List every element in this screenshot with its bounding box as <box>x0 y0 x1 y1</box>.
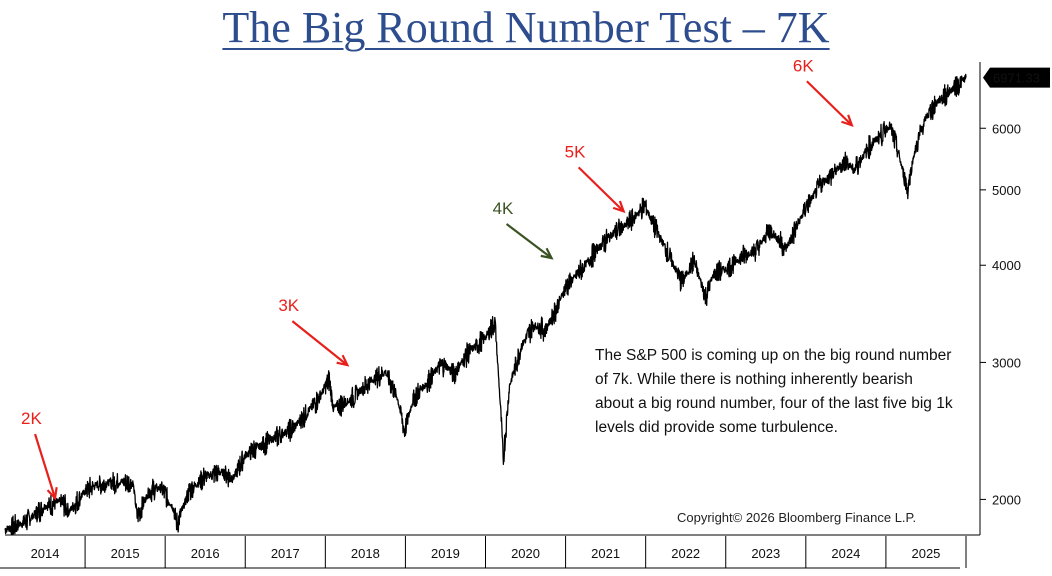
x-tick-label: 2024 <box>831 546 860 561</box>
plot-area <box>4 73 967 536</box>
x-tick-label: 2015 <box>111 546 140 561</box>
annotation-label: 2K <box>21 409 42 428</box>
annotation-3k: 3K <box>278 296 350 367</box>
annotation-label: 4K <box>493 199 514 218</box>
annotation-arrow-shaft <box>505 223 553 259</box>
x-tick-label: 2020 <box>511 546 540 561</box>
annotation-arrow-head <box>841 114 854 128</box>
last-value-label: 6971.33 <box>993 71 1040 86</box>
x-tick-label: 2021 <box>591 546 620 561</box>
annotation-arrow-shaft <box>806 80 853 127</box>
commentary-text: The S&P 500 is coming up on the big roun… <box>595 347 953 436</box>
annotation-label: 3K <box>278 296 299 315</box>
y-tick-label: 6000 <box>992 121 1021 136</box>
y-tick-label: 4000 <box>992 258 1021 273</box>
annotation-arrow-shaft <box>577 166 625 213</box>
annotation-6k: 6K <box>793 56 854 128</box>
annotation-arrow-shaft <box>291 320 349 366</box>
copyright-text: Copyright© 2026 Bloomberg Finance L.P. <box>677 510 917 525</box>
last-value-box <box>983 67 1050 88</box>
x-tick-label: 2019 <box>431 546 460 561</box>
x-tick-label: 2018 <box>351 546 380 561</box>
x-tick-label: 2017 <box>271 546 300 561</box>
x-tick-label: 2023 <box>751 546 780 561</box>
x-tick-label: 2025 <box>911 546 940 561</box>
annotation-5k: 5K <box>565 142 626 214</box>
annotation-arrow-head <box>336 354 350 367</box>
y-tick-label: 3000 <box>992 355 1021 370</box>
last-value-marker: 6971.33 <box>983 67 1050 88</box>
y-tick-label: 5000 <box>992 183 1021 198</box>
y-tick-label: 2000 <box>992 492 1021 507</box>
annotation-label: 5K <box>565 142 586 161</box>
annotation-4k: 4K <box>493 199 554 260</box>
annotation-2k: 2K <box>21 409 58 501</box>
x-axis: 2014 2015 2016 2017 2018 2019 2020 2021 2022 2023… <box>0 534 980 569</box>
annotation-label: 6K <box>793 56 814 75</box>
x-tick-label: 2014 <box>31 546 60 561</box>
y-axis: 2000 3000 4000 5000 6000 6971.33 <box>979 62 1050 535</box>
annotations: 2K 3K 4K 5K 6K <box>21 56 854 501</box>
series-line <box>4 73 967 536</box>
annotation-arrow-shaft <box>34 433 57 499</box>
x-tick-label: 2016 <box>191 546 220 561</box>
x-tick-label: 2022 <box>671 546 700 561</box>
chart-title: The Big Round Number Test – 7K <box>222 3 830 52</box>
annotation-arrow-head <box>612 200 626 214</box>
annotation-arrow-head <box>46 487 58 501</box>
annotation-arrow-head <box>540 247 554 260</box>
